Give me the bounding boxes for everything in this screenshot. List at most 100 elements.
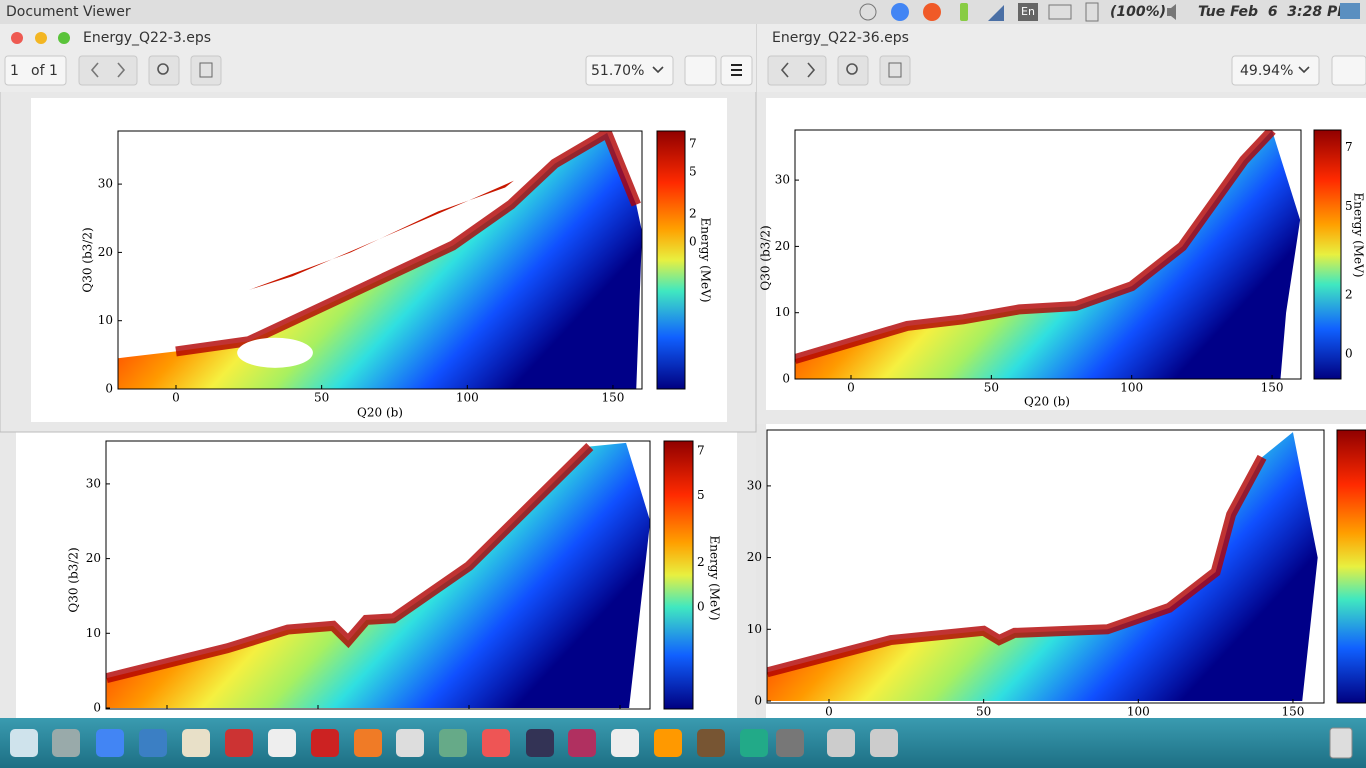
search-icon [846,63,858,75]
energy-surface [106,442,650,708]
maximize-button[interactable] [58,32,70,44]
zoom-caret [1298,66,1310,74]
colorbar [656,130,686,390]
dock-icon[interactable] [568,729,596,757]
x-tick-label: 50 [984,381,999,395]
menubar [0,0,1366,24]
y-tick-label: 20 [98,245,113,259]
dock-icon[interactable] [439,729,467,757]
colorbar [663,440,694,710]
dock-icon[interactable] [182,729,210,757]
y-tick-label: 30 [86,476,101,490]
dock-icon[interactable] [10,729,38,757]
ridge [795,130,1276,364]
colorbar-tick-label: 2 [697,555,705,569]
energy-hole [237,337,313,368]
dock-icon[interactable] [482,729,510,757]
x-tick-label: 0 [847,381,855,395]
annotate-icon [888,62,902,78]
nav-arrows [780,62,816,78]
dock-icon[interactable] [611,729,639,757]
zoom-value: 49.94% [1240,63,1293,79]
y-tick-label: 10 [98,313,113,327]
dock-icon[interactable] [697,729,725,757]
page-entry[interactable] [4,55,67,86]
colorbar-tick-label: 0 [697,600,705,614]
energy-contour [795,130,1301,379]
zoom-value: 51.70% [591,63,644,79]
search-icon [157,63,169,75]
clock[interactable]: Tue Feb 6 3:28 PM [1198,4,1351,20]
colorbar-tick-label: 7 [697,443,705,457]
y-tick-label: 0 [754,694,762,708]
tray-icon[interactable] [859,3,877,21]
dock-icon[interactable] [139,729,167,757]
zoom-box[interactable] [585,55,674,86]
y-tick-label: 10 [86,626,101,640]
y-tick-label: 10 [747,622,762,636]
dock-icon[interactable] [776,729,804,757]
colorbar-label: Energy (MeV) [708,535,722,620]
x-tick-label: 100 [456,391,479,405]
colorbar-tick-label: 7 [689,137,697,151]
dock-icon[interactable] [870,729,898,757]
annotate-button[interactable] [190,55,222,86]
battery-icon[interactable] [1085,2,1099,22]
y-tick-label: 30 [98,177,113,191]
zoom-box[interactable] [1231,55,1320,86]
y-axis-label: Q30 (b3/2) [67,547,81,612]
volume-icon[interactable] [1167,4,1176,20]
tray-icon[interactable] [988,5,1004,21]
x-tick-label: 150 [601,391,624,405]
keyboard-layout: En [1021,5,1035,18]
tray-icon[interactable] [891,3,909,21]
ridge [175,131,641,357]
x-tick-label: 100 [1120,381,1143,395]
dock-icon[interactable] [96,729,124,757]
energy-contour [106,442,650,708]
window-title: Energy_Q22-36.eps [772,30,909,46]
energy-contour [118,132,642,389]
dock-icon[interactable] [526,729,554,757]
system-icon[interactable] [1340,3,1360,19]
search-button[interactable] [148,55,180,86]
colorbar-tick-label: 5 [1345,199,1353,213]
trash-icon[interactable] [1329,727,1353,759]
y-tick-label: 0 [93,701,101,715]
close-button[interactable] [11,32,23,44]
mail-icon[interactable] [1048,4,1072,20]
dock-icon[interactable] [740,729,768,757]
energy-surface [795,130,1301,379]
colorbar-label: Energy (MeV) [699,217,713,302]
annotate-button[interactable] [879,55,911,86]
search-button[interactable] [837,55,869,86]
keyboard-badge[interactable] [1018,3,1038,21]
dock-icon[interactable] [827,729,855,757]
colorbar-tick-label: 2 [689,207,697,221]
dock-icon[interactable] [225,729,253,757]
tray-icon[interactable] [960,3,968,21]
dock-icon[interactable] [654,729,682,757]
dock-icons [10,727,1353,759]
colorbar-tick-label: 0 [1345,347,1353,361]
x-tick-label: 150 [1261,381,1284,395]
dock-icon[interactable] [52,729,80,757]
dock-icon[interactable] [354,729,382,757]
minimize-button[interactable] [35,32,47,44]
x-tick-label: 150 [1281,705,1304,719]
axes-frame [117,130,643,390]
dock-icon[interactable] [396,729,424,757]
nav-buttons[interactable] [78,55,138,86]
colorbar-tick-label: 2 [1345,288,1353,302]
save-button[interactable] [1331,55,1366,86]
save-button[interactable] [684,55,717,86]
nav-buttons[interactable] [767,55,827,86]
dock-icon[interactable] [311,729,339,757]
x-axis-label: Q20 (b) [357,406,403,420]
dock-icon[interactable] [268,729,296,757]
tray-icon[interactable] [923,3,941,21]
ridge [106,442,594,683]
